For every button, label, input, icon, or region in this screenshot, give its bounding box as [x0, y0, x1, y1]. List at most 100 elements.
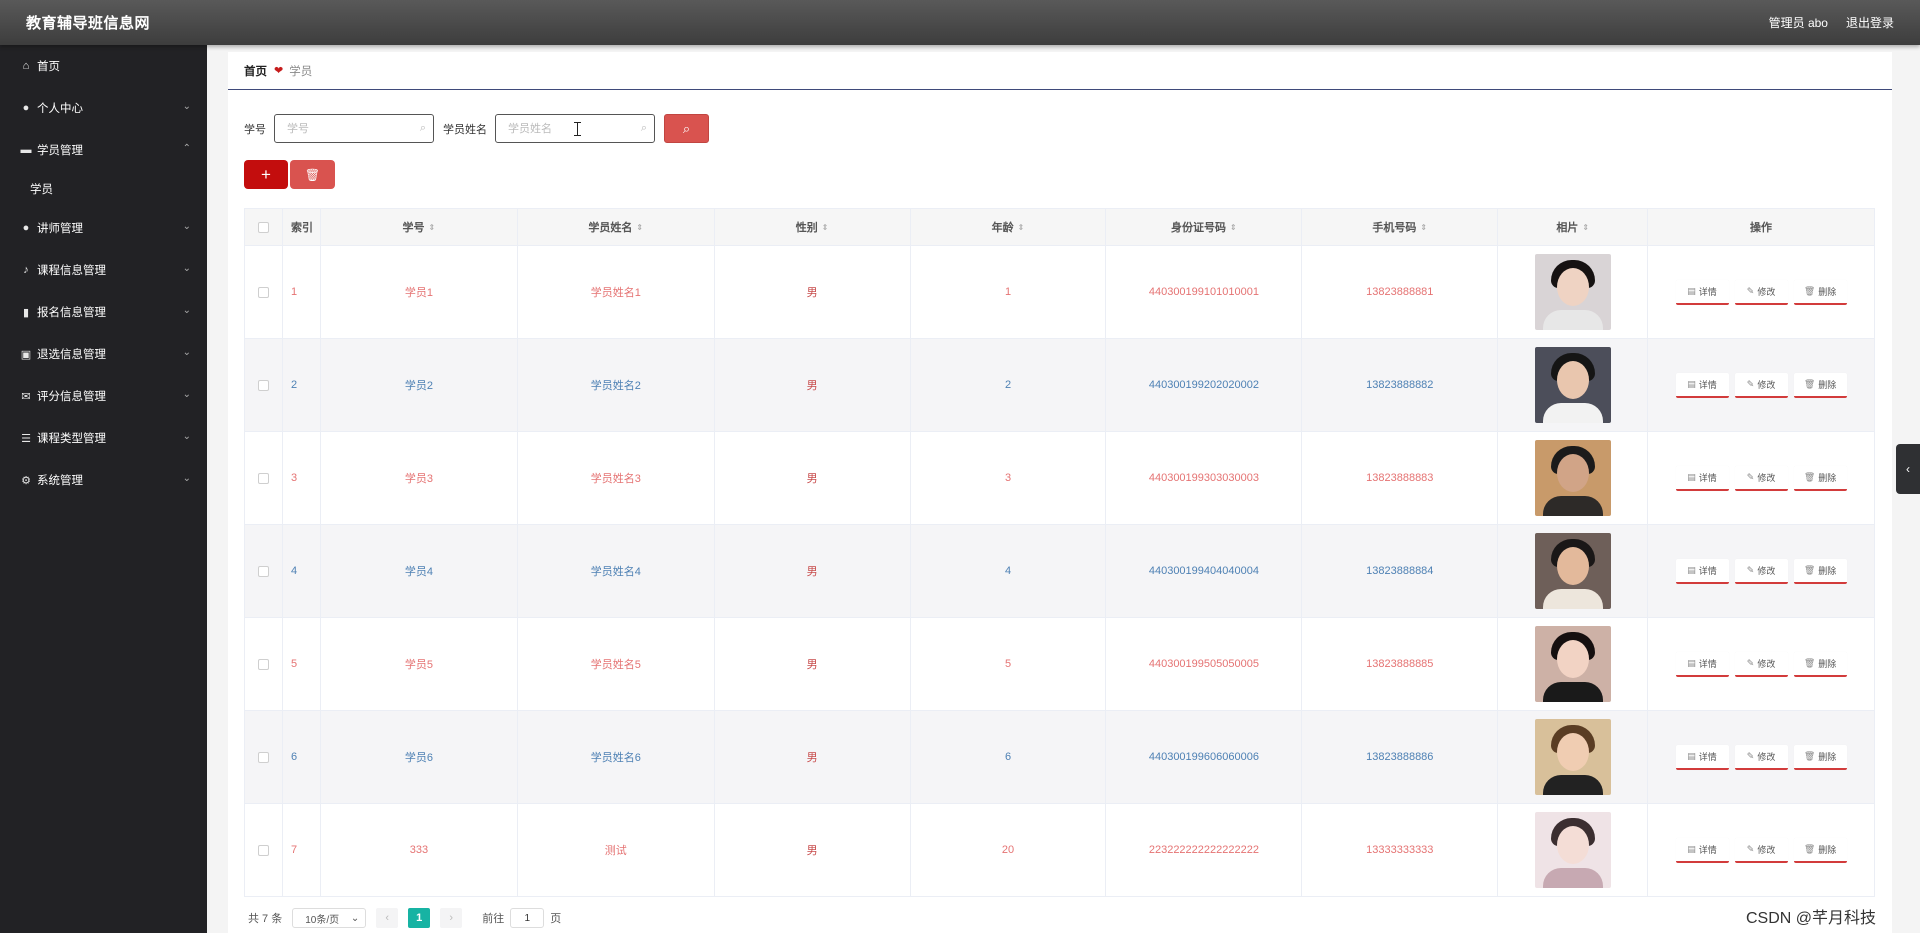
- student-photo[interactable]: [1534, 533, 1611, 609]
- sidebar-item-course-info[interactable]: ♪ 课程信息管理 ⌄: [0, 249, 207, 291]
- detail-button[interactable]: ▤ 详情: [1675, 372, 1729, 398]
- cell-index: 1: [283, 246, 321, 338]
- delete-button[interactable]: 🗑 删除: [1793, 744, 1847, 770]
- header-gender[interactable]: 性别 ⇕: [715, 209, 911, 245]
- breadcrumb-home[interactable]: 首页: [244, 65, 267, 78]
- breadcrumb-current: 学员: [289, 65, 313, 78]
- cell-gender: 男: [715, 339, 911, 431]
- sidebar-item-home[interactable]: ⌂ 首页: [0, 45, 207, 87]
- delete-button[interactable]: 🗑 删除: [1793, 372, 1847, 398]
- detail-button[interactable]: ▤ 详情: [1675, 279, 1729, 305]
- detail-button[interactable]: ▤ 详情: [1675, 837, 1729, 863]
- sort-icon[interactable]: ⇕: [821, 222, 829, 232]
- delete-button[interactable]: 🗑 删除: [1793, 558, 1847, 584]
- cell-student-id: 学员2: [321, 339, 518, 431]
- sidebar-item-teacher-management[interactable]: ● 讲师管理 ⌄: [0, 207, 207, 249]
- table-row[interactable]: 3 学员3 学员姓名3 男 3 440300199303030003 13823888883…: [245, 432, 1875, 525]
- edit-button[interactable]: ✎ 修改: [1734, 465, 1788, 491]
- logout-link[interactable]: 退出登录: [1845, 16, 1894, 30]
- student-table: 索引 学号 ⇕ 学员姓名 ⇕ 性别 ⇕ 年龄 ⇕ 身份证号码 ⇕ 手机号码 ⇕ 相片 ⇕ 操作…: [244, 208, 1875, 897]
- table-row[interactable]: 2 学员2 学员姓名2 男 2 440300199202020002 13823888882…: [245, 339, 1875, 432]
- header-id-card[interactable]: 身份证号码 ⇕: [1106, 209, 1303, 245]
- prev-page-button[interactable]: ‹: [376, 908, 399, 928]
- sidebar-item-withdraw-info[interactable]: ▣ 退选信息管理 ⌄: [0, 333, 207, 375]
- sidebar-item-system[interactable]: ⚙ 系统管理 ⌄: [0, 459, 207, 501]
- sort-icon[interactable]: ⇕: [1230, 222, 1237, 232]
- page-size-select[interactable]: 10条/页 ⌄: [292, 908, 367, 928]
- table-row[interactable]: 6 学员6 学员姓名6 男 6 440300199606060006 13823888886…: [245, 711, 1875, 804]
- sort-icon[interactable]: ⇕: [428, 222, 436, 232]
- trash-icon: 🗑: [1803, 843, 1816, 854]
- edit-button[interactable]: ✎ 修改: [1734, 279, 1788, 305]
- batch-delete-button[interactable]: 🗑: [290, 160, 335, 189]
- cell-gender: 男: [715, 711, 911, 803]
- cell-actions: ▤ 详情 ✎ 修改 🗑 删除: [1648, 804, 1875, 896]
- sidebar-item-course-type[interactable]: ☰ 课程类型管理 ⌄: [0, 417, 207, 459]
- header-age[interactable]: 年龄 ⇕: [911, 209, 1107, 245]
- table-body: 1 学员1 学员姓名1 男 1 440300199101010001 13823888881…: [245, 246, 1875, 897]
- student-photo[interactable]: [1534, 719, 1611, 795]
- search-button[interactable]: ⌕: [664, 114, 709, 143]
- admin-user-label: 管理员 abo: [1768, 16, 1828, 30]
- header-student-name[interactable]: 学员姓名 ⇕: [518, 209, 715, 245]
- sort-icon[interactable]: ⇕: [1582, 222, 1590, 232]
- row-checkbox[interactable]: [257, 658, 269, 670]
- row-checkbox[interactable]: [257, 472, 269, 484]
- edit-button[interactable]: ✎ 修改: [1734, 651, 1788, 677]
- student-photo[interactable]: [1534, 440, 1611, 516]
- header-student-id[interactable]: 学号 ⇕: [321, 209, 518, 245]
- next-page-button[interactable]: ›: [440, 908, 463, 928]
- sort-icon[interactable]: ⇕: [1420, 222, 1428, 232]
- header-photo[interactable]: 相片 ⇕: [1498, 209, 1649, 245]
- delete-button[interactable]: 🗑 删除: [1793, 465, 1847, 491]
- table-row[interactable]: 7 333 测试男 20 223222222222222222 13333333333 ▤ 详…: [245, 804, 1875, 897]
- student-id-input[interactable]: [275, 115, 433, 142]
- header-phone[interactable]: 手机号码 ⇕: [1302, 209, 1499, 245]
- row-checkbox[interactable]: [257, 565, 269, 577]
- table-row[interactable]: 4 学员4 学员姓名4 男 4 440300199404040004 13823888884…: [245, 525, 1875, 618]
- edit-button[interactable]: ✎ 修改: [1734, 372, 1788, 398]
- edit-icon: ✎: [1746, 471, 1755, 482]
- detail-button[interactable]: ▤ 详情: [1675, 465, 1729, 491]
- header-label: 学号: [402, 222, 425, 234]
- detail-button[interactable]: ▤ 详情: [1675, 558, 1729, 584]
- cell-phone: 13823888882: [1302, 339, 1499, 431]
- page-number-1[interactable]: 1: [408, 908, 431, 928]
- student-photo[interactable]: [1534, 254, 1611, 330]
- select-all-checkbox[interactable]: [257, 221, 269, 233]
- sort-icon[interactable]: ⇕: [1017, 222, 1025, 232]
- edit-button[interactable]: ✎ 修改: [1734, 558, 1788, 584]
- sidebar-item-student-management[interactable]: ▬ 学员管理 ⌃: [0, 129, 207, 171]
- cell-phone: 13823888885: [1302, 618, 1499, 710]
- sidebar-item-personal-center[interactable]: ● 个人中心 ⌄: [0, 87, 207, 129]
- row-checkbox[interactable]: [257, 286, 269, 298]
- list-icon: ☰: [21, 432, 31, 445]
- delete-button[interactable]: 🗑 删除: [1793, 837, 1847, 863]
- add-button[interactable]: +: [244, 160, 288, 189]
- sidebar-item-enrollment-info[interactable]: ▮ 报名信息管理 ⌄: [0, 291, 207, 333]
- student-photo[interactable]: [1534, 812, 1611, 888]
- row-checkbox[interactable]: [257, 751, 269, 763]
- edit-button[interactable]: ✎ 修改: [1734, 837, 1788, 863]
- collapse-panel-button[interactable]: ‹: [1896, 444, 1920, 494]
- row-checkbox[interactable]: [257, 844, 269, 856]
- edit-label: 修改: [1757, 844, 1776, 855]
- delete-button[interactable]: 🗑 删除: [1793, 651, 1847, 677]
- student-name-input[interactable]: [496, 115, 654, 142]
- table-row[interactable]: 1 学员1 学员姓名1 男 1 440300199101010001 13823888881…: [245, 246, 1875, 339]
- header-label: 相片: [1556, 222, 1579, 234]
- goto-page-input[interactable]: [510, 908, 545, 928]
- edit-button[interactable]: ✎ 修改: [1734, 744, 1788, 770]
- delete-button[interactable]: 🗑 删除: [1793, 279, 1847, 305]
- row-checkbox[interactable]: [257, 379, 269, 391]
- sort-icon[interactable]: ⇕: [636, 222, 644, 232]
- table-row[interactable]: 5 学员5 学员姓名5 男 5 440300199505050005 13823888885…: [245, 618, 1875, 711]
- detail-button[interactable]: ▤ 详情: [1675, 651, 1729, 677]
- student-photo[interactable]: [1534, 626, 1611, 702]
- sidebar-subitem-student[interactable]: 学员: [0, 171, 207, 207]
- detail-button[interactable]: ▤ 详情: [1675, 744, 1729, 770]
- sidebar-item-rating-info[interactable]: ✉ 评分信息管理 ⌄: [0, 375, 207, 417]
- student-photo[interactable]: [1534, 347, 1611, 423]
- document-icon: ▤: [1687, 750, 1696, 761]
- cell-phone: 13333333333: [1302, 804, 1499, 896]
